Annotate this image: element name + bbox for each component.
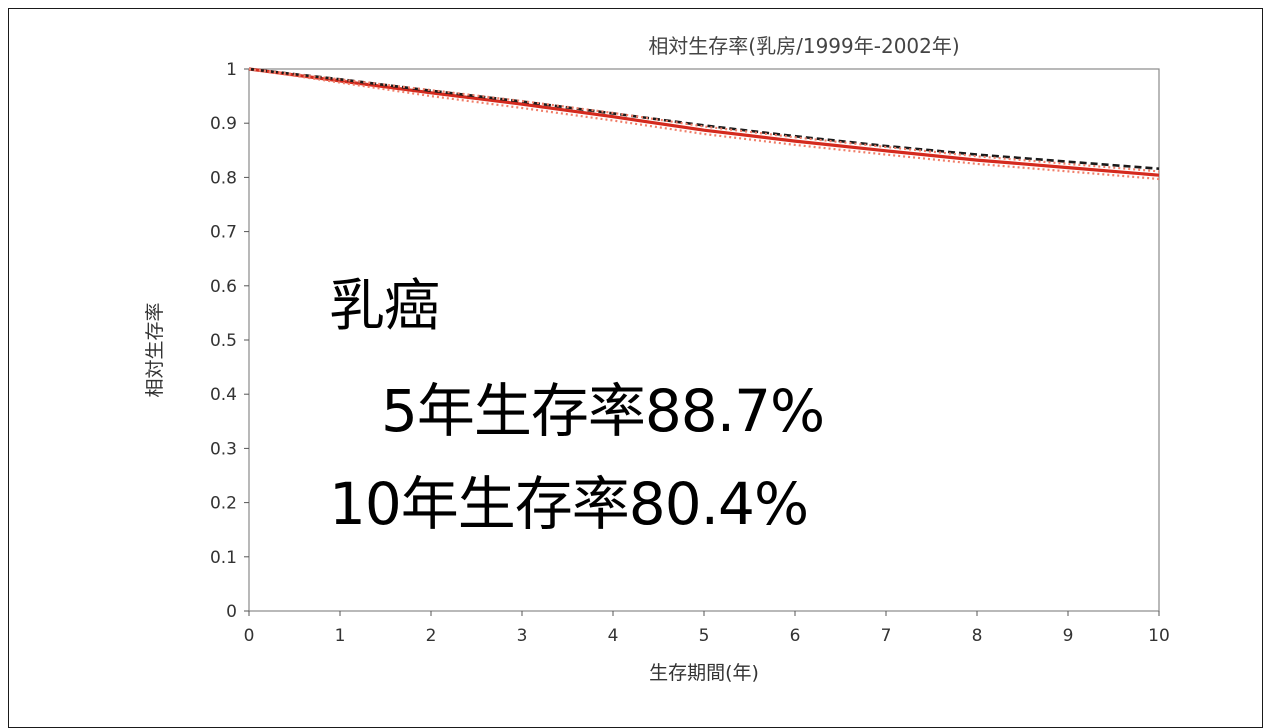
survival-chart: 0 1 2 3 4 5 6 7 8 9 10 0 0.1 0.2 0.3 0.4 0.5 0.6 0.7 0.8 0.9… — [144, 34, 1170, 684]
chart-title: 相対生存率(乳房/1999年-2002年) — [648, 34, 959, 58]
overlay-5yr-survival: 5年生存率88.7% — [381, 377, 825, 445]
y-tick-label: 0.7 — [210, 223, 237, 243]
x-tick-label: 3 — [517, 626, 528, 646]
chart-series — [248, 67, 1160, 181]
x-tick-label: 6 — [790, 626, 801, 646]
y-tick-label: 0.8 — [210, 168, 237, 188]
chart-labels: 0 1 2 3 4 5 6 7 8 9 10 0 0.1 0.2 0.3 0.4 0.5 0.6 0.7 0.8 0.9… — [144, 34, 1170, 684]
series-line-2 — [248, 67, 1160, 170]
y-tick-label: 0.4 — [210, 385, 237, 405]
overlay-cancer-title: 乳癌 — [329, 274, 440, 339]
x-tick-label: 10 — [1148, 626, 1170, 646]
y-tick-label: 0.3 — [210, 439, 237, 459]
x-tick-label: 9 — [1063, 626, 1074, 646]
y-tick-label: 0 — [226, 602, 237, 622]
y-tick-label: 0.6 — [210, 277, 237, 297]
chart-axes — [244, 68, 1160, 616]
x-tick-label: 5 — [699, 626, 710, 646]
x-tick-label: 7 — [881, 626, 892, 646]
x-tick-label: 0 — [244, 626, 255, 646]
x-tick-label: 8 — [972, 626, 983, 646]
x-tick-label: 1 — [335, 626, 346, 646]
x-tick-label: 2 — [426, 626, 437, 646]
y-tick-label: 0.9 — [210, 114, 237, 134]
series-line-1 — [248, 67, 1160, 177]
y-tick-label: 0.5 — [210, 331, 237, 351]
slide-frame: 0 1 2 3 4 5 6 7 8 9 10 0 0.1 0.2 0.3 0.4 0.5 0.6 0.7 0.8 0.9… — [8, 8, 1263, 728]
x-tick-label: 4 — [608, 626, 619, 646]
overlay-10yr-survival: 10年生存率80.4% — [329, 470, 809, 538]
x-axis-label: 生存期間(年) — [649, 662, 759, 684]
plot-area — [248, 68, 1160, 612]
y-axis-label: 相対生存率 — [144, 302, 166, 397]
y-tick-label: 0.2 — [210, 494, 237, 514]
y-tick-label: 0.1 — [210, 548, 237, 568]
y-tick-label: 1 — [226, 60, 237, 80]
